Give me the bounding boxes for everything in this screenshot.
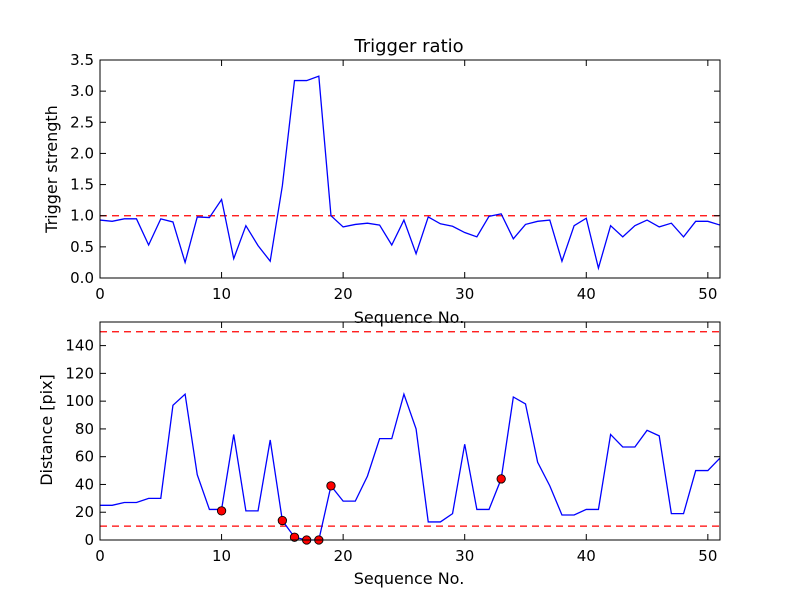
y-tick-label: 140 (65, 337, 94, 355)
data-point-marker (326, 481, 336, 491)
y-tick-label: 0.5 (70, 238, 94, 256)
x-tick-label: 30 (455, 547, 474, 565)
data-point-marker (289, 532, 300, 542)
data-point-marker (277, 515, 288, 526)
x-tick-label: 10 (212, 285, 231, 303)
series-line-0 (99, 75, 721, 271)
x-axis-label-top: Sequence No. (354, 308, 465, 327)
x-tick-label: 0 (95, 285, 105, 303)
x-tick-label: 40 (577, 547, 596, 565)
x-tick-label: 10 (212, 547, 231, 565)
y-tick-label: 2.5 (70, 113, 94, 131)
y-axis-label-bottom: Distance [pix] (37, 374, 56, 486)
chart-title: Trigger ratio (353, 36, 463, 57)
y-tick-label: 20 (75, 503, 94, 521)
x-tick-label: 50 (698, 547, 717, 565)
x-tick-label: 40 (577, 285, 596, 303)
data-point-marker (496, 474, 506, 484)
y-tick-label: 120 (65, 364, 94, 382)
y-tick-label: 100 (65, 392, 94, 410)
x-tick-label: 20 (334, 547, 353, 565)
x-tick-label: 30 (455, 285, 474, 303)
y-tick-label: 0.0 (70, 269, 94, 287)
axes-frame (99, 321, 721, 541)
series-line-0 (100, 392, 721, 541)
y-tick-label: 0 (84, 531, 94, 549)
y-tick-label: 3.5 (70, 51, 94, 69)
x-tick-label: 50 (698, 285, 717, 303)
data-point-marker (216, 506, 227, 516)
y-tick-label: 1.0 (70, 207, 94, 225)
x-axis-label-bottom: Sequence No. (354, 569, 465, 588)
y-axis-label-top: Trigger strength (42, 105, 61, 234)
axes-frame (99, 59, 721, 279)
y-tick-label: 80 (75, 420, 94, 438)
y-tick-label: 1.5 (70, 176, 94, 194)
x-tick-label: 0 (95, 547, 105, 565)
x-tick-label: 20 (334, 285, 353, 303)
distance-panel: Sequence No. Distance [pix] 0 10 20 30 40 50 0… (37, 321, 721, 588)
y-tick-label: 60 (75, 448, 94, 466)
y-tick-label: 40 (75, 475, 94, 493)
y-tick-label: 2.0 (70, 144, 94, 162)
y-tick-label: 3.0 (70, 82, 94, 100)
trigger-ratio-panel: Trigger ratio Sequence No. Trigger stren… (42, 36, 721, 327)
